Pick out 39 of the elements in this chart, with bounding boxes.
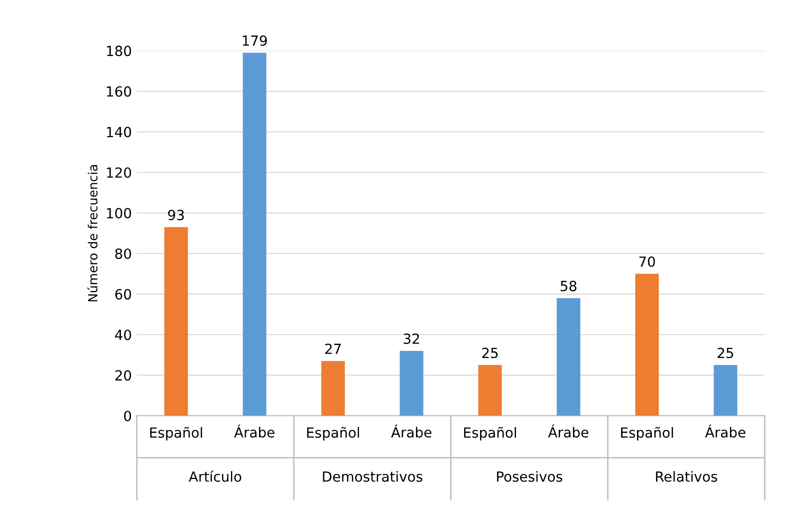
data-label: 27 xyxy=(325,344,341,354)
x-tick-label: Árabe xyxy=(705,424,746,438)
x-tick-label: Español xyxy=(621,426,673,441)
y-tick-label: 20 xyxy=(115,370,132,381)
text: Demostrativos xyxy=(322,471,422,482)
y-axis-title: Número de frecuencia xyxy=(87,165,98,302)
data-label: 93 xyxy=(168,210,184,220)
text: Artículo xyxy=(188,470,242,482)
text: Relativos xyxy=(656,471,718,482)
y-tick-label: 80 xyxy=(115,248,132,259)
bar xyxy=(400,350,424,416)
y-tick-label: 180 xyxy=(107,46,132,56)
bar xyxy=(714,365,738,416)
y-tick-label: 160 xyxy=(107,86,132,97)
data-label: 32 xyxy=(404,333,419,344)
y-tick-label: 60 xyxy=(115,289,132,300)
bar xyxy=(635,274,659,416)
x-tick-label: Español xyxy=(307,426,360,441)
bar xyxy=(242,52,266,416)
bar xyxy=(164,227,188,416)
bar xyxy=(478,365,502,416)
x-tick-label: Árabe xyxy=(548,424,588,438)
x-tick-label: Español xyxy=(150,426,202,441)
data-label: 25 xyxy=(482,348,498,358)
bar xyxy=(556,298,580,416)
y-tick-label: 0 xyxy=(124,410,132,422)
data-label: 70 xyxy=(639,256,655,267)
text: Posesivos xyxy=(497,471,562,482)
data-label: 58 xyxy=(560,280,576,292)
x-tick-label: Español xyxy=(464,426,516,441)
data-label: 25 xyxy=(718,348,734,358)
y-tick-label: 120 xyxy=(107,167,132,178)
bar xyxy=(321,360,345,416)
data-label: 179 xyxy=(242,35,267,46)
x-tick-label: Árabe xyxy=(234,424,274,438)
y-tick-label: 100 xyxy=(107,208,132,218)
x-tick-label: Árabe xyxy=(391,424,432,438)
y-tick-label: 140 xyxy=(107,126,132,138)
y-tick-label: 40 xyxy=(114,330,132,340)
